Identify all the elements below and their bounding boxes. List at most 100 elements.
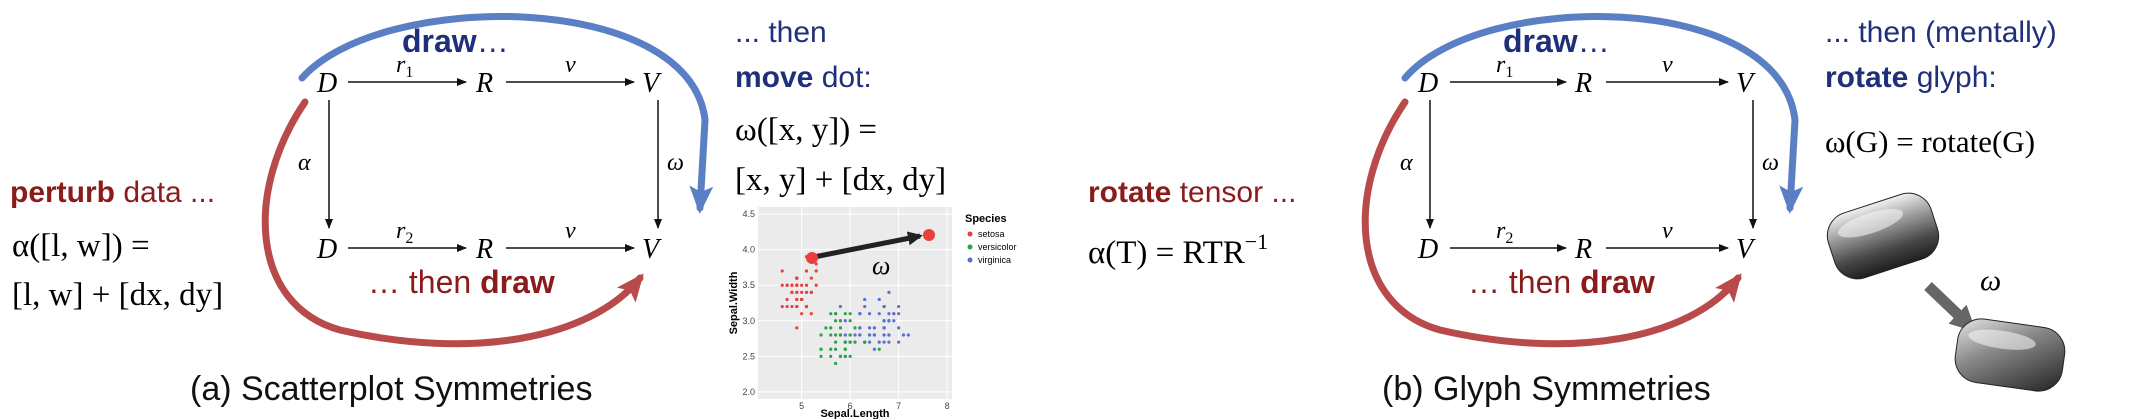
scatter-point (867, 312, 872, 316)
scatter-point (867, 333, 872, 337)
scatter-point (785, 283, 789, 287)
node-R-bottom-b: R (1574, 234, 1592, 265)
scatter-point (853, 333, 857, 337)
scatter-point (838, 354, 843, 358)
glyph-omega-label: ω (1980, 264, 2001, 297)
glyph-after (1954, 318, 2066, 392)
scatter-point (877, 312, 881, 316)
alpha-equation-line1: α([l, w]) = (12, 228, 150, 264)
label-r1-b: r1 (1496, 52, 1513, 81)
perturb-label: perturb data ... (10, 176, 215, 209)
scatter-point (800, 290, 804, 294)
scatter-point (838, 333, 843, 337)
rotate-glyph-label: rotate glyph: (1825, 61, 1997, 94)
scatter-point (897, 304, 901, 309)
scatter-point (785, 304, 789, 309)
label-v-top: v (565, 52, 576, 78)
scatter-point (814, 262, 818, 266)
scatter-omega-label: ω (872, 251, 890, 280)
y-tick-label: 2.0 (742, 387, 755, 397)
plot-panel (758, 207, 952, 399)
scatter-point (829, 326, 833, 330)
scatter-point (848, 333, 852, 337)
scatter-point (848, 340, 852, 344)
scatter-point (843, 333, 847, 337)
scatter-point (819, 347, 823, 351)
scatter-point (887, 319, 891, 323)
alpha-equation-b: α(T) = RTR−1 (1088, 229, 1268, 271)
node-R-top: R (475, 68, 493, 99)
node-R-top-b: R (1574, 68, 1592, 99)
scatter-point (819, 354, 823, 358)
scatter-point (892, 312, 896, 316)
alpha-equation-line2: [l, w] + [dx, dy] (12, 277, 223, 313)
dot-move-arrow (813, 231, 923, 260)
label-v-bottom: v (565, 218, 576, 244)
scatter-point (882, 333, 886, 337)
scatter-point (838, 326, 843, 330)
rotate-tensor-label: rotate tensor ... (1088, 176, 1296, 209)
blue-draw-arrow (298, 13, 714, 214)
glyph-before (1826, 192, 1940, 280)
x-tick-label: 5 (799, 401, 804, 411)
scatter-point (800, 297, 804, 302)
draw-top-label-b: draw… (1503, 23, 1610, 59)
dot-end (923, 229, 935, 241)
scatter-point (829, 347, 833, 351)
label-r2: r2 (396, 218, 413, 247)
node-V-top: V (642, 68, 662, 99)
svg-text:virginica: virginica (978, 255, 1011, 265)
y-tick-label: 3.0 (742, 316, 755, 326)
scatter-point (887, 340, 891, 344)
scatter-point (834, 333, 838, 337)
scatter-point (848, 319, 852, 323)
scatter-point (877, 347, 881, 351)
node-D-bottom: D (316, 234, 337, 265)
x-axis-label: Sepal.Length (820, 408, 889, 419)
scatter-point (800, 312, 804, 316)
scatter-point (843, 312, 847, 316)
scatter-point (887, 290, 891, 294)
node-V-top-b: V (1736, 68, 1756, 99)
scatter-point (863, 304, 867, 309)
scatter-point (814, 283, 818, 287)
omega-equation-line1: ω([x, y]) = (735, 112, 877, 148)
scatter-point (809, 312, 813, 316)
label-r1: r1 (396, 52, 413, 81)
scatter-point (838, 304, 843, 309)
scatter-point (863, 340, 867, 344)
scatter-point (901, 333, 906, 337)
legend-title: Species (965, 213, 1007, 225)
label-r2-b: r2 (1496, 218, 1513, 247)
caption-a: (a) Scatterplot Symmetries (190, 370, 592, 408)
scatter-point (804, 290, 809, 294)
panel-b: D R V D R V r1 v r2 v α ω draw… … then d… (1088, 13, 2066, 408)
scatter-point (819, 333, 823, 337)
scatter-point (906, 333, 910, 337)
scatter-point (804, 269, 809, 273)
scatter-point (795, 290, 799, 294)
label-omega-b: ω (1762, 150, 1779, 176)
scatter-point (800, 283, 804, 287)
scatter-point (887, 312, 891, 316)
move-dot-label: move dot: (735, 61, 872, 94)
y-axis-label: Sepal.Width (728, 271, 740, 334)
y-tick-label: 4.0 (742, 245, 755, 255)
scatter-point (848, 312, 852, 316)
scatter-point (872, 326, 877, 330)
then-mentally-label: ... then (mentally) (1825, 16, 2057, 49)
scatter-point (829, 354, 833, 358)
caption-b: (b) Glyph Symmetries (1382, 370, 1711, 408)
scatter-point (848, 354, 852, 358)
scatter-point (790, 290, 794, 294)
label-alpha: α (298, 150, 311, 176)
node-D-top-b: D (1417, 68, 1438, 99)
scatter-point (809, 290, 813, 294)
blue-draw-arrow-b (1401, 13, 1804, 214)
x-tick-label: 7 (896, 401, 901, 411)
then-label: ... then (735, 16, 827, 49)
dot-start (806, 252, 818, 264)
scatterplot-inset: ω 5 6 7 8 2.0 2.5 3.0 3.5 4.0 4.5 Sepal.Length Se… (728, 207, 1017, 419)
scatter-point (853, 340, 857, 344)
